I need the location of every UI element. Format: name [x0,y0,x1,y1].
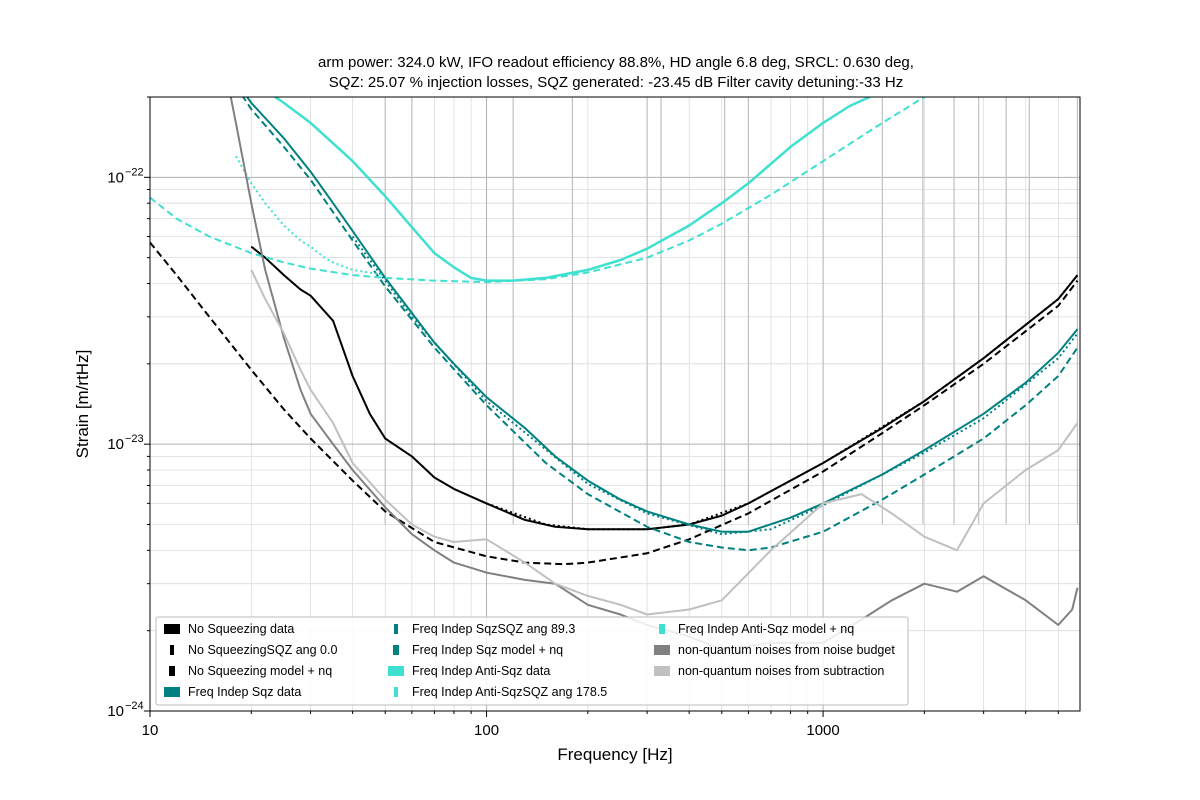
y-tick-label: 10 [107,703,124,720]
legend-label-3: Freq Indep Sqz data [188,685,301,699]
legend-label-9: non-quantum noises from noise budget [678,643,895,657]
series-line-3 [245,97,1079,533]
legend-label-1: No SqueezingSQZ ang 0.0 [188,643,337,657]
legend-label-10: non-quantum noises from subtraction [678,664,884,678]
y-axis-label: Strain [m/rtHz] [73,350,92,459]
legend-marker-8 [659,624,665,634]
legend-box [155,616,909,706]
y-tick-exponent: −22 [125,166,144,178]
series-group [150,97,1079,651]
series-line-5 [242,97,1079,552]
legend: No Squeezing data No SqueezingSQZ ang 0.0… [155,616,909,706]
legend-marker-2 [169,666,175,676]
y-tick-label: 10 [107,436,124,453]
series-line-8 [150,97,925,284]
legend-label-7: Freq Indep Anti-SqzSQZ ang 178.5 [412,685,607,699]
y-tick-label: 10 [107,169,124,186]
plot-frame [149,96,1081,712]
y-tick-exponent: −23 [125,433,144,445]
x-tick-label: 1000 [806,722,839,739]
series-line-7 [235,155,386,277]
legend-label-8: Freq Indep Anti-Sqz model + nq [678,622,854,636]
chart-title: arm power: 324.0 kW, IFO readout efficie… [318,54,914,91]
legend-label-6: Freq Indep Anti-Sqz data [412,664,550,678]
legend-label-5: Freq Indep Sqz model + nq [412,643,563,657]
legend-marker-3 [164,687,180,697]
x-tick-label: 10 [142,722,159,739]
legend-label-2: No Squeezing model + nq [188,664,332,678]
legend-label-0: No Squeezing data [188,622,294,636]
legend-label-4: Freq Indep SqzSQZ ang 89.3 [412,622,575,636]
chart-title-line-2: SQZ: 25.07 % injection losses, SQZ gener… [329,74,903,91]
series-line-2 [150,241,1079,566]
series-line-1 [486,274,1079,531]
legend-marker-10 [654,666,670,676]
legend-marker-4 [394,624,398,634]
legend-marker-9 [654,645,670,655]
legend-marker-0 [164,624,180,634]
series-line-4 [351,235,1079,536]
series-line-10 [250,269,1079,616]
y-tick-exponent: −24 [125,700,144,712]
x-axis-label: Frequency [Hz] [557,745,672,764]
series-line-6 [272,97,873,282]
legend-marker-5 [393,645,399,655]
x-tick-label: 100 [474,722,499,739]
series-line-9 [229,97,1079,651]
legend-marker-1 [170,645,174,655]
chart-title-line-1: arm power: 324.0 kW, IFO readout efficie… [318,54,914,71]
legend-marker-7 [394,687,398,697]
spectral-lines [384,97,1079,525]
legend-marker-6 [388,666,404,676]
